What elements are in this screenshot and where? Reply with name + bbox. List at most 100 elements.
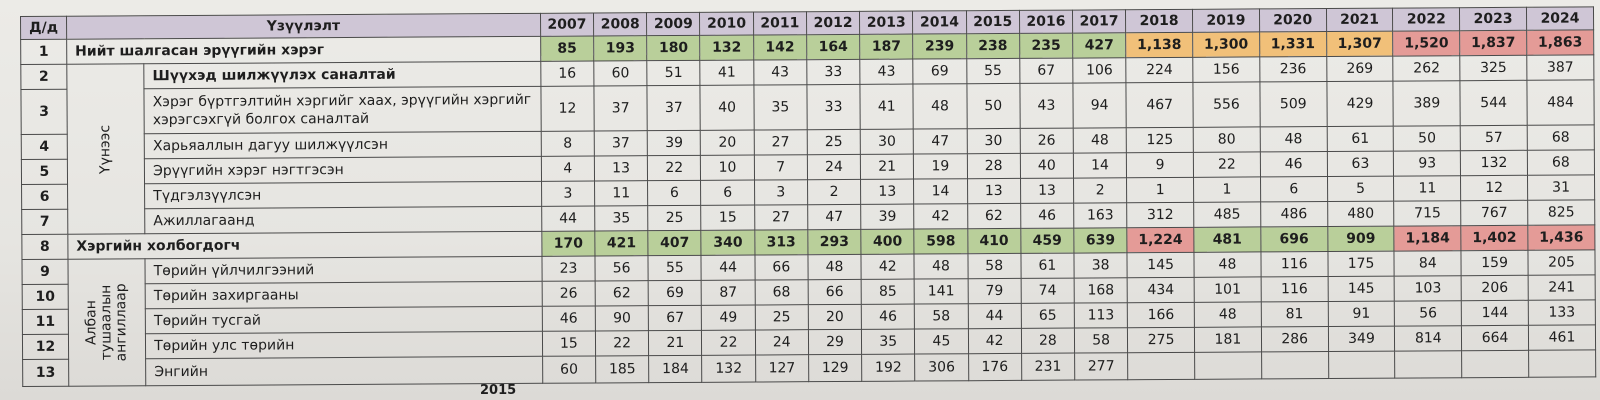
value-cell: 164 — [806, 34, 860, 60]
value-cell: 37 — [593, 85, 648, 131]
value-cell: 67 — [648, 305, 702, 331]
value-cell: 125 — [1126, 127, 1194, 153]
value-cell: 814 — [1394, 325, 1462, 352]
value-cell: 51 — [647, 60, 701, 86]
value-cell: 598 — [914, 228, 968, 255]
value-cell: 313 — [754, 229, 808, 256]
value-cell: 9 — [1126, 152, 1194, 178]
value-cell: 93 — [1393, 150, 1461, 177]
value-cell: 12 — [540, 85, 595, 132]
value-cell: 103 — [1394, 275, 1462, 302]
value-cell: 25 — [807, 129, 861, 155]
value-cell: 486 — [1260, 201, 1328, 227]
value-cell: 62 — [967, 203, 1021, 229]
value-cell: 45 — [914, 328, 969, 355]
value-cell: 400 — [860, 229, 915, 255]
column-header-year: 2008 — [593, 12, 647, 36]
group-label-line: ангиллаар — [113, 283, 130, 362]
value-cell: 58 — [1074, 327, 1128, 354]
value-cell: 238 — [966, 33, 1020, 59]
column-header-year: 2016 — [1019, 10, 1073, 34]
value-cell: 44 — [541, 205, 595, 232]
value-cell: 11 — [1393, 175, 1461, 202]
value-cell: 13 — [860, 179, 914, 205]
value-cell: 33 — [806, 84, 861, 130]
value-cell: 8 — [541, 130, 595, 157]
column-header-year: 2014 — [912, 10, 967, 35]
value-cell: 14 — [1073, 152, 1127, 179]
value-cell: 25 — [754, 304, 809, 331]
value-cell: 42 — [861, 254, 915, 280]
value-cell: 49 — [701, 305, 756, 331]
value-cell: 90 — [595, 305, 649, 331]
value-cell: 269 — [1326, 56, 1394, 82]
value-cell: 434 — [1127, 277, 1195, 303]
value-cell: 38 — [1073, 252, 1128, 279]
value-cell: 181 — [1194, 326, 1262, 353]
value-cell: 1 — [1193, 176, 1261, 203]
value-cell: 286 — [1261, 326, 1329, 352]
value-cell: 767 — [1460, 200, 1528, 226]
value-cell: 21 — [648, 330, 703, 356]
value-cell: 277 — [1074, 352, 1128, 381]
value-cell: 22 — [701, 330, 756, 356]
value-cell: 185 — [595, 355, 649, 383]
value-cell: 6 — [700, 180, 755, 206]
group-label-text: Үүнээс — [97, 124, 114, 174]
value-cell: 825 — [1527, 199, 1595, 226]
value-cell: 113 — [1074, 302, 1128, 329]
value-cell: 80 — [1193, 126, 1261, 153]
value-cell: 170 — [541, 230, 595, 257]
value-cell: 349 — [1328, 326, 1395, 352]
value-cell: 41 — [860, 84, 914, 130]
value-cell: 60 — [593, 60, 648, 86]
value-cell: 166 — [1127, 302, 1195, 328]
value-cell: 60 — [542, 355, 596, 384]
value-cell: 35 — [753, 84, 808, 131]
value-cell: 556 — [1192, 81, 1260, 128]
value-cell: 47 — [913, 128, 967, 155]
value-cell: 145 — [1127, 252, 1195, 278]
column-header-year: 2012 — [806, 11, 860, 35]
value-cell: 35 — [861, 329, 915, 355]
statistics-table: Д/д Үзүүлэлт 2007 2008 2009 2010 2011 2012 201… — [20, 6, 1596, 387]
value-cell: 48 — [1073, 127, 1127, 154]
value-cell: 429 — [1326, 81, 1394, 127]
value-cell: 262 — [1393, 55, 1461, 82]
value-cell: 43 — [1019, 83, 1074, 129]
value-cell: 544 — [1460, 80, 1528, 126]
row-number: 4 — [21, 134, 68, 160]
value-cell: 25 — [647, 205, 702, 231]
value-cell: 20 — [700, 130, 755, 156]
column-header-year: 2010 — [699, 12, 754, 36]
value-cell: 69 — [913, 58, 967, 85]
value-cell: 48 — [914, 253, 968, 280]
value-cell: 44 — [967, 303, 1022, 329]
value-cell: 30 — [966, 128, 1021, 154]
value-cell: 68 — [1527, 124, 1595, 151]
value-cell: 1,138 — [1125, 32, 1193, 58]
value-cell: 410 — [967, 228, 1021, 254]
value-cell — [1194, 351, 1262, 380]
row-number: 10 — [22, 284, 69, 310]
column-header-number: Д/д — [20, 16, 67, 40]
value-cell: 2 — [807, 179, 861, 205]
value-cell: 31 — [1527, 174, 1595, 201]
row-label: Эрүүгийн хэрэг нэгтгэсэн — [144, 156, 542, 184]
value-cell: 156 — [1192, 56, 1260, 83]
value-cell: 48 — [913, 83, 967, 130]
value-cell: 46 — [1260, 151, 1328, 177]
row-label: Шүүхэд шилжүүлэх саналтай — [143, 61, 541, 89]
value-cell: 480 — [1327, 201, 1395, 227]
value-cell: 84 — [1394, 250, 1462, 277]
value-cell: 91 — [1327, 301, 1395, 327]
value-cell: 67 — [1019, 58, 1073, 84]
value-cell: 57 — [1460, 125, 1528, 151]
value-cell: 16 — [540, 60, 594, 87]
value-cell: 4 — [541, 155, 595, 182]
value-cell: 62 — [595, 280, 649, 306]
row-number: 2 — [20, 64, 67, 90]
value-cell: 15 — [701, 205, 755, 231]
value-cell: 37 — [594, 130, 648, 156]
value-cell: 85 — [861, 279, 915, 305]
